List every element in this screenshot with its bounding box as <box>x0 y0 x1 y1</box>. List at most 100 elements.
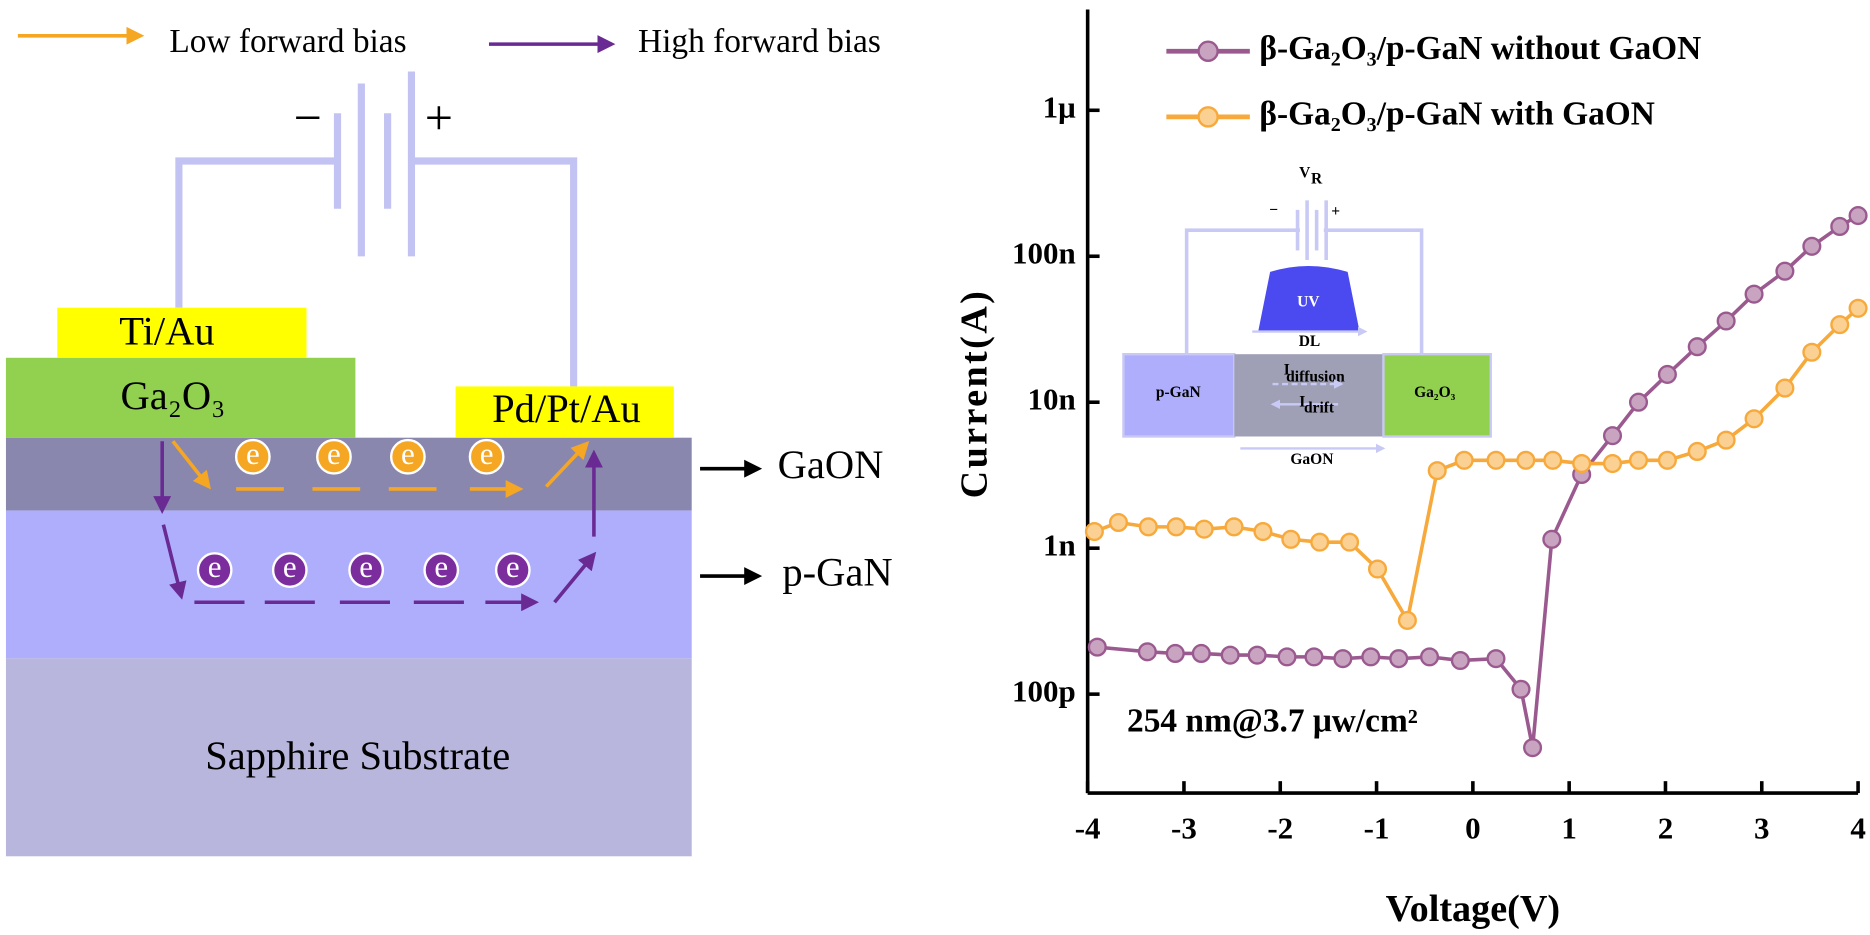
data-point <box>1516 450 1536 470</box>
y-tick-label: 100p <box>1012 673 1076 708</box>
inset-label: − <box>1269 202 1278 219</box>
inset-wire <box>1184 228 1424 355</box>
data-point <box>1304 647 1324 667</box>
inset-label: I <box>1284 361 1290 378</box>
y-axis-label: Current(A) <box>954 289 996 499</box>
data-point <box>1247 645 1267 665</box>
electron-label: e <box>480 436 494 471</box>
legend-text: High forward bias <box>638 23 881 60</box>
electron <box>234 438 271 475</box>
data-point <box>1137 642 1157 662</box>
inset-label: p-GaN <box>1156 384 1201 401</box>
data-point <box>1194 519 1214 539</box>
inset-label: Ga₂O₃ <box>1414 384 1456 401</box>
data-point <box>1108 512 1129 533</box>
carrier-paths <box>153 440 603 602</box>
electron-label: e <box>434 549 448 584</box>
x-tick-label: -3 <box>1171 810 1197 845</box>
electron-label: e <box>208 549 222 584</box>
inset-label: R <box>1311 171 1323 188</box>
data-point <box>1802 342 1822 362</box>
data-point <box>1848 298 1868 318</box>
y-tick-label: 1μ <box>1043 89 1077 124</box>
inset-gaon <box>1234 354 1384 437</box>
data-point <box>1716 430 1736 450</box>
electron-label: e <box>283 549 297 584</box>
electron-label: e <box>246 436 260 471</box>
data-point <box>1744 284 1764 304</box>
y-tick-label: 100n <box>1012 235 1076 270</box>
data-point <box>1277 647 1297 667</box>
x-tick-label: -1 <box>1364 810 1390 845</box>
data-point <box>1543 450 1563 470</box>
y-tick-label: 10n <box>1027 381 1075 416</box>
data-point <box>1602 454 1623 474</box>
data-point <box>1657 364 1677 384</box>
data-point <box>1253 522 1273 542</box>
data-point <box>1830 216 1850 236</box>
data-point <box>1628 392 1649 412</box>
data-point <box>1486 649 1506 669</box>
layer-label: Sapphire Substrate <box>205 733 510 778</box>
x-tick-label: 1 <box>1561 810 1577 845</box>
inset-label: + <box>1331 203 1340 220</box>
x-tick-label: 0 <box>1465 810 1481 845</box>
data-point <box>1486 450 1506 470</box>
electron <box>316 438 352 475</box>
electron <box>423 552 460 588</box>
uv-lamp <box>1258 265 1360 332</box>
inset-label: UV <box>1297 293 1320 310</box>
wire <box>175 71 578 387</box>
contact-left <box>57 307 307 358</box>
layer-label: Pd/Pt/Au <box>492 386 641 431</box>
data-point <box>1367 559 1388 579</box>
legend-text: Low forward bias <box>169 23 406 60</box>
inset-label: V <box>1299 165 1311 182</box>
layer-label: Ti/Au <box>119 308 214 353</box>
electron-label: e <box>401 436 415 471</box>
x-axis-label: Voltage(V) <box>1386 888 1561 930</box>
layer-label: p-GaN <box>782 549 892 594</box>
electron <box>468 438 505 475</box>
layer-label: GaON <box>778 442 884 487</box>
x-tick-label: 3 <box>1754 810 1770 845</box>
data-point <box>1572 454 1592 474</box>
inset-label: DL <box>1299 333 1321 350</box>
pgan-layer <box>5 510 692 659</box>
electron-label: e <box>327 436 341 471</box>
legend-marker <box>1197 106 1219 128</box>
data-point <box>1542 529 1562 549</box>
x-tick-label: -4 <box>1075 810 1101 845</box>
electrons: e e e e e e e e e <box>196 436 531 588</box>
data-point <box>1523 738 1543 758</box>
x-tick-label: 4 <box>1850 810 1866 845</box>
data-point <box>1361 647 1381 667</box>
data-point <box>1220 645 1240 665</box>
chart: 100p 1n 10n 100n 1μ -4 -3 -2 -1 0 1 2 3 4 Voltage(V) Cu… <box>954 9 1868 930</box>
data-point <box>1310 532 1330 552</box>
legend-label: β-Ga₂O₃/p-GaN without GaON <box>1259 30 1701 67</box>
electron-label: e <box>506 549 520 584</box>
inset-label: GaON <box>1290 451 1333 468</box>
ga2o3-layer <box>5 357 356 438</box>
series-line <box>1093 306 1860 626</box>
electron <box>196 552 233 588</box>
data-point <box>1191 643 1211 664</box>
electron-label: e <box>359 549 373 584</box>
data-point <box>1775 378 1795 398</box>
data-point <box>1166 517 1186 537</box>
data-point <box>1716 311 1736 331</box>
data-point <box>1427 461 1447 481</box>
inset-label: I <box>1299 394 1305 411</box>
annotation: 254 nm@3.7 μw/cm² <box>1127 703 1418 740</box>
data-point <box>1802 236 1822 256</box>
data-point <box>1511 679 1531 699</box>
y-tick-label: 1n <box>1043 527 1076 562</box>
legend-label: β-Ga₂O₃/p-GaN with GaON <box>1259 96 1654 133</box>
data-point <box>1419 647 1440 667</box>
electron <box>389 438 426 475</box>
data-point <box>1744 409 1764 429</box>
contact-right <box>455 386 674 438</box>
electron <box>271 552 308 588</box>
